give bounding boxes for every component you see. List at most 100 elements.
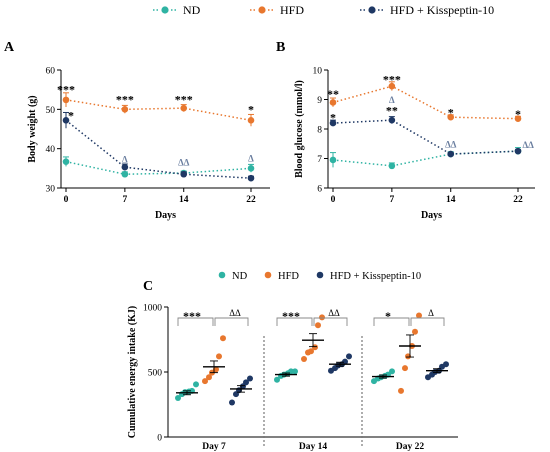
significance-stars: ** bbox=[386, 103, 398, 117]
series-kp bbox=[329, 116, 522, 158]
data-point bbox=[180, 104, 188, 112]
bracket-right bbox=[410, 317, 445, 326]
panel-letter: B bbox=[276, 40, 285, 55]
data-point bbox=[329, 119, 337, 127]
data-point bbox=[121, 170, 129, 178]
significance-bracket: * Δ bbox=[373, 308, 445, 326]
legend-marker bbox=[316, 271, 324, 279]
legend-label: HFD bbox=[280, 3, 304, 17]
x-tick-label: 22 bbox=[246, 195, 256, 205]
data-point bbox=[62, 158, 70, 165]
data-point-hfd bbox=[301, 356, 307, 362]
significance-delta: ΔΔ bbox=[445, 139, 457, 149]
series-line bbox=[65, 160, 252, 175]
y-tick-label: 500 bbox=[148, 369, 163, 379]
legend-marker bbox=[258, 6, 266, 14]
group-label: Day 7 bbox=[202, 442, 226, 452]
data-point-hfd bbox=[412, 328, 418, 335]
bracket-delta: ΔΔ bbox=[328, 308, 340, 318]
legend-label: ND bbox=[232, 271, 248, 282]
group-day-14: Day 14 bbox=[274, 314, 352, 452]
significance-stars: * bbox=[68, 108, 74, 122]
x-tick-label: 14 bbox=[179, 195, 189, 205]
significance-stars: * bbox=[330, 111, 336, 125]
data-point bbox=[247, 165, 255, 172]
y-tick-label: 50 bbox=[46, 106, 56, 116]
data-point-hfd bbox=[206, 374, 212, 381]
y-axis-label: Body weight (g) bbox=[27, 95, 38, 162]
bracket-stars: *** bbox=[183, 309, 201, 323]
data-point-kp bbox=[342, 358, 348, 365]
significance-bracket: *** ΔΔ bbox=[276, 308, 348, 326]
data-point bbox=[247, 117, 255, 124]
data-point bbox=[388, 162, 396, 170]
significance-delta: Δ bbox=[248, 153, 254, 163]
data-point-kp bbox=[229, 399, 235, 406]
legend-marker bbox=[264, 271, 272, 279]
y-axis-label: Cumulative energy intake (KJ) bbox=[127, 306, 138, 439]
data-point-hfd bbox=[315, 322, 321, 329]
x-tick-label: 0 bbox=[64, 195, 69, 205]
panel-b: B 6 7 8 9 10 0 7 14 22 Days Blood glucose (mmol/l) *… bbox=[276, 40, 535, 221]
x-tick-label: 7 bbox=[122, 195, 127, 205]
significance-stars: ** bbox=[327, 87, 339, 101]
panel-letter: A bbox=[4, 40, 15, 55]
series-nd bbox=[329, 147, 522, 170]
legend-marker bbox=[218, 271, 226, 279]
data-point-nd bbox=[175, 395, 181, 401]
data-point bbox=[62, 96, 70, 104]
y-tick-label: 40 bbox=[46, 145, 56, 155]
significance-bracket: *** ΔΔ bbox=[177, 308, 249, 326]
significance-stars: * bbox=[448, 106, 454, 120]
legend-item-nd: ND bbox=[153, 3, 201, 17]
y-axis-label: Blood glucose (mmol/l) bbox=[294, 80, 305, 178]
bracket-stars: * bbox=[385, 309, 391, 323]
x-tick-label: 14 bbox=[446, 195, 456, 205]
series-hfd bbox=[62, 92, 255, 127]
data-point bbox=[388, 82, 396, 90]
data-point-hfd bbox=[402, 365, 408, 372]
legend-label: HFD bbox=[278, 271, 299, 282]
significance-stars: *** bbox=[383, 72, 401, 86]
data-point-hfd bbox=[202, 378, 208, 385]
panel-c-legend-item-nd: ND bbox=[218, 271, 248, 282]
significance-stars: *** bbox=[116, 93, 134, 107]
bracket-delta: ΔΔ bbox=[229, 308, 241, 318]
x-tick-label: 7 bbox=[389, 195, 394, 205]
y-tick-label: 30 bbox=[46, 185, 56, 195]
significance-delta: Δ bbox=[122, 154, 128, 164]
data-point-nd bbox=[292, 368, 298, 375]
series-line bbox=[332, 85, 519, 120]
series-line bbox=[332, 119, 519, 155]
data-point-nd bbox=[389, 368, 395, 375]
data-point-kp bbox=[346, 353, 352, 360]
y-tick-label: 6 bbox=[317, 185, 322, 195]
significance-stars: * bbox=[248, 102, 254, 116]
bracket-left bbox=[373, 317, 410, 326]
legend-label: ND bbox=[183, 3, 201, 17]
data-point-nd bbox=[193, 381, 199, 388]
bracket-right bbox=[214, 317, 249, 326]
data-point bbox=[514, 115, 522, 122]
data-point-hfd bbox=[220, 335, 226, 342]
legend-label: HFD + Kisspeptin-10 bbox=[390, 3, 494, 17]
data-point bbox=[121, 163, 129, 171]
data-point-nd bbox=[274, 376, 280, 383]
x-tick-label: 22 bbox=[513, 195, 523, 205]
significance-stars: *** bbox=[175, 93, 193, 107]
data-point-hfd bbox=[213, 366, 219, 373]
data-point bbox=[447, 150, 455, 158]
legend-item-hfd: HFD bbox=[250, 3, 304, 17]
y-tick-label: 9 bbox=[317, 96, 322, 106]
series-hfd bbox=[329, 81, 522, 122]
bracket-left bbox=[177, 317, 214, 326]
bracket-right bbox=[313, 317, 348, 326]
series-line bbox=[65, 119, 252, 179]
data-point-hfd bbox=[308, 348, 314, 355]
data-point-kp bbox=[443, 361, 449, 368]
panel-c-legend-item-hfd: HFD bbox=[264, 271, 299, 282]
data-point-hfd bbox=[398, 387, 404, 394]
data-point-hfd bbox=[319, 314, 325, 321]
